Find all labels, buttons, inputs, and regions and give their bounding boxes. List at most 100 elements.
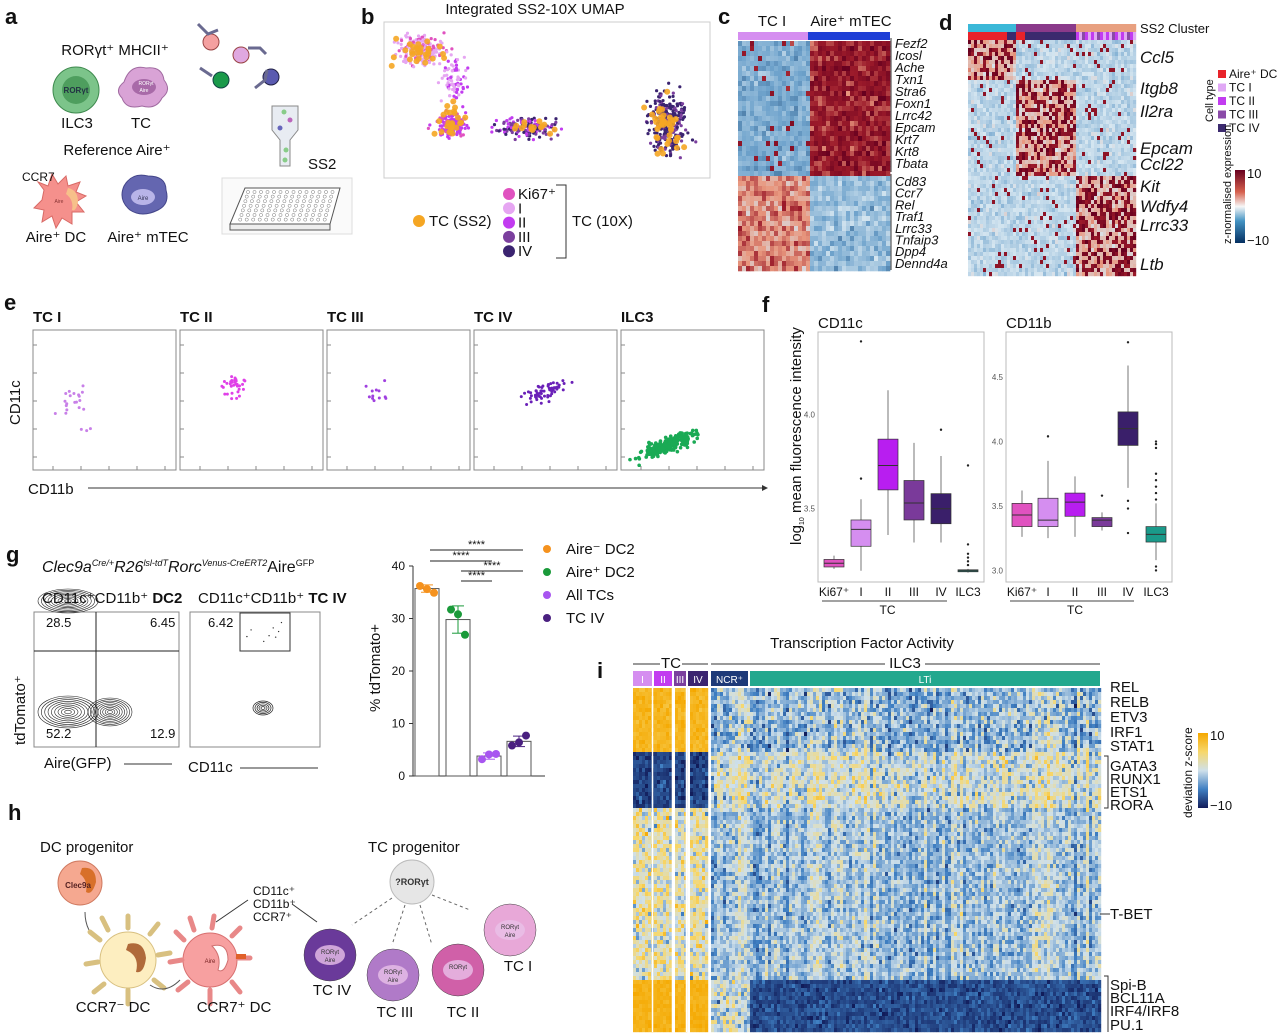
heatmap-c-cell (886, 161, 890, 166)
heatmap-d-cell (1007, 100, 1010, 104)
heatmap-d-cell (1127, 108, 1130, 112)
celltype-bar-cell (986, 32, 989, 40)
heatmap-c-cell (758, 121, 762, 126)
heatmap-c-cell (838, 196, 842, 201)
heatmap-d-cell (1115, 140, 1118, 144)
celltype-bar-cell (1028, 32, 1031, 40)
heatmap-d-cell (1103, 72, 1106, 76)
heatmap-c-cell (762, 86, 766, 91)
umap-point (464, 76, 467, 79)
heatmap-d-cell (983, 72, 986, 76)
heatmap-c-cell (822, 186, 826, 191)
mtec-nucleus-label: Aire (138, 196, 149, 202)
heatmap-d-cell (1100, 68, 1103, 72)
heatmap-d-cell (1010, 172, 1013, 176)
heatmap-c-cell (826, 166, 830, 171)
heatmap-c-cell (806, 266, 810, 271)
heatmap-c-cell (870, 266, 874, 271)
heatmap-d-cell (1013, 68, 1016, 72)
heatmap-d-cell (1085, 60, 1088, 64)
heatmap-c-cell (874, 46, 878, 51)
heatmap-c-cell (886, 61, 890, 66)
heatmap-d-cell (1022, 76, 1025, 80)
heatmap-d-cell (1037, 40, 1040, 44)
heatmap-d-cell (1004, 124, 1007, 128)
heatmap-d-cell (971, 116, 974, 120)
heatmap-c-cell (806, 81, 810, 86)
heatmap-d-cell (986, 100, 989, 104)
cluster-bar-cell (1109, 24, 1112, 32)
heatmap-d-cell (1133, 72, 1136, 76)
heatmap-c-cell (882, 101, 886, 106)
umap-point (455, 69, 458, 72)
heatmap-c-cell (766, 66, 770, 71)
heatmap-c-cell (746, 156, 750, 161)
heatmap-d-cell (1097, 100, 1100, 104)
heatmap-c-cell (878, 101, 882, 106)
heatmap-c-cell (830, 246, 834, 251)
heatmap-c-cell (774, 196, 778, 201)
heatmap-c-cell (854, 181, 858, 186)
heatmap-d-cell (1097, 92, 1100, 96)
antibody-labelled-cells-icon (198, 24, 279, 88)
heatmap-d-cell (1049, 116, 1052, 120)
heatmap-d-cell (1094, 160, 1097, 164)
heatmap-d-cell (1025, 148, 1028, 152)
umap-point (684, 128, 687, 131)
heatmap-d-cell (1058, 152, 1061, 156)
heatmap-d-cell (1046, 152, 1049, 156)
heatmap-c-cell (842, 56, 846, 61)
heatmap-c-cell (838, 151, 842, 156)
heatmap-c-cell (802, 156, 806, 161)
heatmap-d-cell (1070, 44, 1073, 48)
heatmap-c-cell (830, 56, 834, 61)
heatmap-d-cell (1016, 132, 1019, 136)
heatmap-c-cell (794, 161, 798, 166)
heatmap-c-cell (814, 176, 818, 181)
heatmap-d-cell (1091, 92, 1094, 96)
heatmap-c-cell (850, 51, 854, 56)
heatmap-c-cell (870, 91, 874, 96)
heatmap-d-cell (1106, 72, 1109, 76)
heatmap-d-cell (1001, 44, 1004, 48)
celltype-bar-cell (1097, 32, 1100, 40)
celltype-bar-cell (980, 32, 983, 40)
heatmap-d-cell (1076, 176, 1079, 180)
heatmap-c-cell (882, 51, 886, 56)
heatmap-c-cell (806, 51, 810, 56)
heatmap-d-cell (1127, 68, 1130, 72)
heatmap-c-cell (742, 121, 746, 126)
heatmap-c-cell (782, 81, 786, 86)
heatmap-d-cell (1106, 160, 1109, 164)
heatmap-c-cell (750, 246, 754, 251)
heatmap-c-cell (838, 91, 842, 96)
heatmap-d-cell (1097, 84, 1100, 88)
heatmap-c-cell (854, 101, 858, 106)
heatmap-c-cell (878, 151, 882, 156)
heatmap-d-cell (1046, 144, 1049, 148)
heatmap-c-cell (754, 186, 758, 191)
heatmap-c-cell (830, 136, 834, 141)
heatmap-d-cell (1082, 60, 1085, 64)
heatmap-d-cell (1013, 160, 1016, 164)
heatmap-d-cell (1082, 176, 1085, 180)
umap-point (447, 87, 450, 90)
heatmap-c-cell (750, 101, 754, 106)
heatmap-d-cell (1004, 168, 1007, 172)
heatmap-d-cell (980, 76, 983, 80)
heatmap-d-cell (1124, 60, 1127, 64)
heatmap-c-cell (782, 266, 786, 271)
heatmap-d-cell (1121, 100, 1124, 104)
heatmap-d-cell (1040, 124, 1043, 128)
heatmap-c-cell (818, 46, 822, 51)
heatmap-c-cell (870, 106, 874, 111)
heatmap-d-cell (1082, 148, 1085, 152)
heatmap-c-cell (746, 236, 750, 241)
heatmap-c-cell (794, 196, 798, 201)
heatmap-d-cell (1001, 40, 1004, 44)
heatmap-c-cell (762, 266, 766, 271)
heatmap-d-cell (986, 116, 989, 120)
heatmap-c-cell (866, 166, 870, 171)
cluster-bar-cell (1127, 24, 1130, 32)
